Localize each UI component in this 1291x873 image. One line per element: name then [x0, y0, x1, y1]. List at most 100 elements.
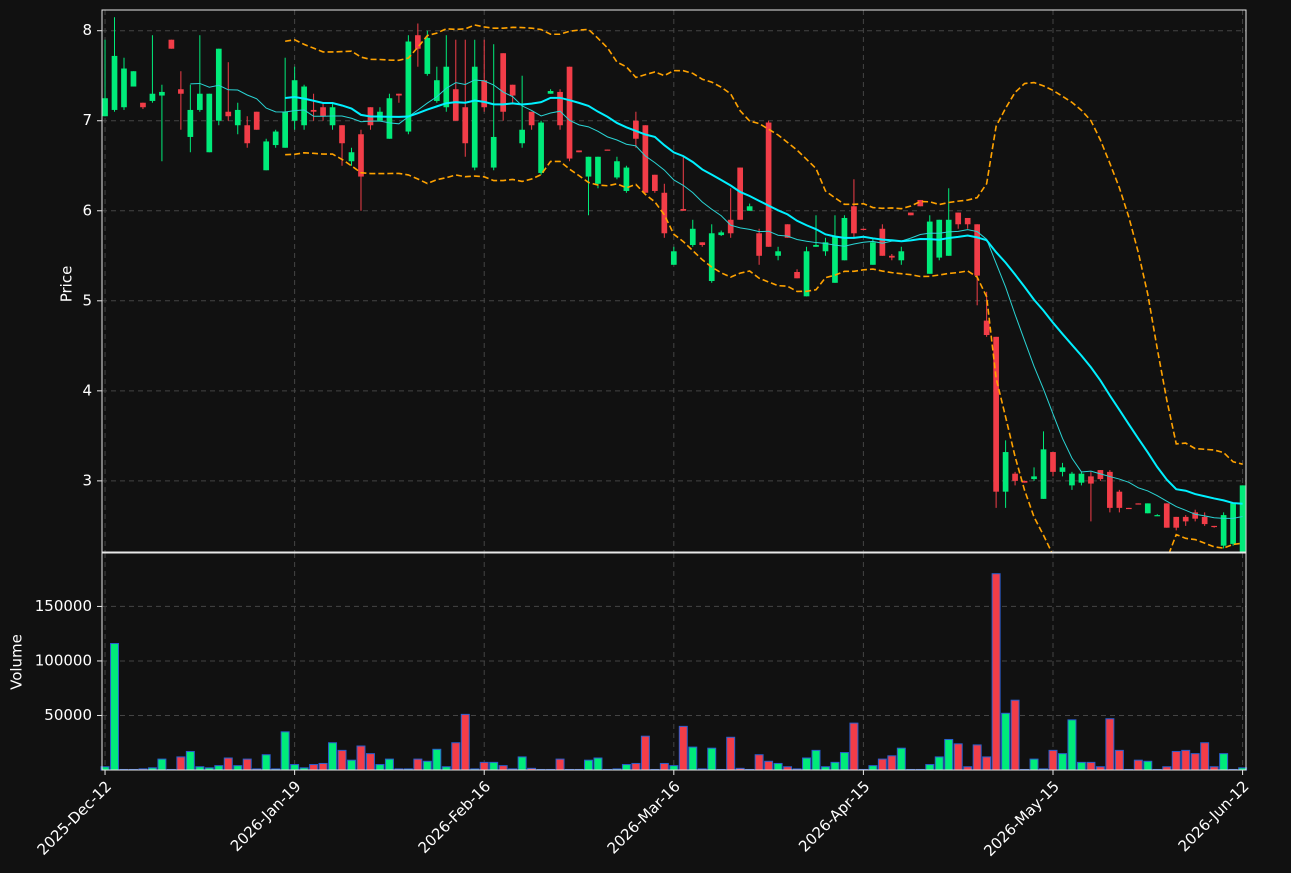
volume-bar: [489, 761, 499, 771]
candle-body: [623, 167, 630, 191]
candle-body: [1059, 467, 1066, 472]
candle-body: [462, 107, 469, 144]
volume-bar: [356, 745, 366, 771]
candle-body: [339, 125, 345, 144]
candle-body: [1135, 503, 1142, 505]
volume-bar: [1057, 753, 1067, 771]
candle-body: [784, 224, 791, 238]
y-tick-label: 5: [82, 291, 92, 309]
volume-bar: [422, 760, 432, 771]
price-frame: [101, 9, 1247, 553]
candle-body: [993, 336, 999, 492]
candle-body: [1163, 503, 1170, 528]
candle-body: [794, 271, 800, 279]
volume-bar: [659, 762, 669, 771]
candle-body: [576, 150, 582, 153]
candle-body: [566, 66, 573, 159]
volume-plot: [100, 573, 1248, 771]
volume-axis-label: Volume: [8, 634, 26, 690]
y-tick-label: 7: [82, 111, 92, 129]
volume-bar: [347, 759, 356, 771]
volume-bar: [1048, 749, 1058, 771]
candle-body: [272, 131, 279, 146]
candle-body: [471, 66, 478, 168]
candle-body: [1002, 452, 1009, 492]
volume-bar: [1190, 753, 1200, 771]
volume-bar: [223, 757, 233, 771]
volume-bar: [811, 749, 821, 771]
candle-body: [206, 93, 213, 153]
bollinger-lower: [285, 151, 1243, 552]
volume-bar: [413, 758, 423, 771]
candle-body: [301, 86, 307, 126]
volume-bar: [479, 761, 489, 771]
candle-body: [140, 102, 146, 108]
candle-body: [1107, 471, 1113, 508]
candle-body: [509, 84, 516, 96]
volume-bar: [1001, 712, 1011, 771]
candle-body: [699, 242, 706, 245]
volume-bar: [1086, 761, 1096, 771]
candle-body: [974, 224, 981, 276]
candle-body: [1239, 485, 1246, 552]
volume-bar: [498, 765, 508, 771]
candle-body: [964, 217, 971, 225]
volume-bar: [280, 731, 290, 771]
candle-body: [225, 111, 232, 117]
volume-bar: [157, 758, 167, 771]
volume-bar: [309, 764, 319, 771]
candle-body: [718, 232, 725, 236]
volume-bar: [849, 722, 859, 771]
candle-body: [888, 255, 895, 258]
candle-body: [519, 129, 525, 144]
candle-body: [1021, 480, 1028, 483]
candle-body: [102, 98, 108, 117]
volume-bar: [1114, 749, 1124, 771]
volume-bar: [1171, 750, 1181, 771]
candle-body: [1220, 515, 1227, 546]
candle-body: [528, 111, 535, 126]
candle-body: [1182, 516, 1189, 522]
volume-bar: [365, 753, 375, 771]
candle-body: [1192, 512, 1199, 519]
candle-body: [215, 48, 222, 121]
candle-body: [130, 71, 137, 87]
candle-body: [955, 212, 962, 225]
candle-body: [680, 208, 687, 211]
candle-body: [870, 242, 876, 265]
candle-body: [1201, 516, 1208, 525]
candle-body: [433, 80, 440, 101]
volume-bar: [640, 735, 650, 771]
candle-body: [187, 109, 194, 137]
price-plot: [102, 17, 1246, 552]
candle-body: [396, 93, 402, 96]
candle-body: [291, 80, 298, 121]
candle-body: [803, 251, 810, 297]
candle-body: [1069, 473, 1075, 486]
y-axis-label: Price: [58, 266, 76, 303]
candle-body: [813, 244, 819, 247]
candle-body: [775, 251, 781, 256]
candle-body: [1097, 470, 1104, 480]
candle-body: [898, 251, 905, 261]
volume-bar: [584, 759, 593, 771]
candle-body: [708, 233, 715, 281]
volume-bar: [887, 755, 897, 771]
candle-body: [424, 37, 431, 74]
volume-tick-label: 100000: [35, 651, 92, 669]
candle-body: [907, 212, 914, 216]
volume-bar: [925, 764, 935, 771]
candle-body: [159, 91, 165, 96]
candle-body: [1078, 473, 1085, 483]
volume-bar: [185, 750, 195, 771]
candle-body: [832, 235, 838, 283]
volume-bar: [839, 752, 849, 771]
candle-body: [689, 228, 696, 245]
volume-bar: [934, 756, 944, 771]
candle-body: [1144, 503, 1151, 514]
candle-body: [452, 89, 459, 121]
candle-body: [405, 41, 412, 132]
volume-bar: [802, 757, 812, 771]
candle-body: [500, 53, 507, 112]
candle-body: [1173, 516, 1180, 528]
